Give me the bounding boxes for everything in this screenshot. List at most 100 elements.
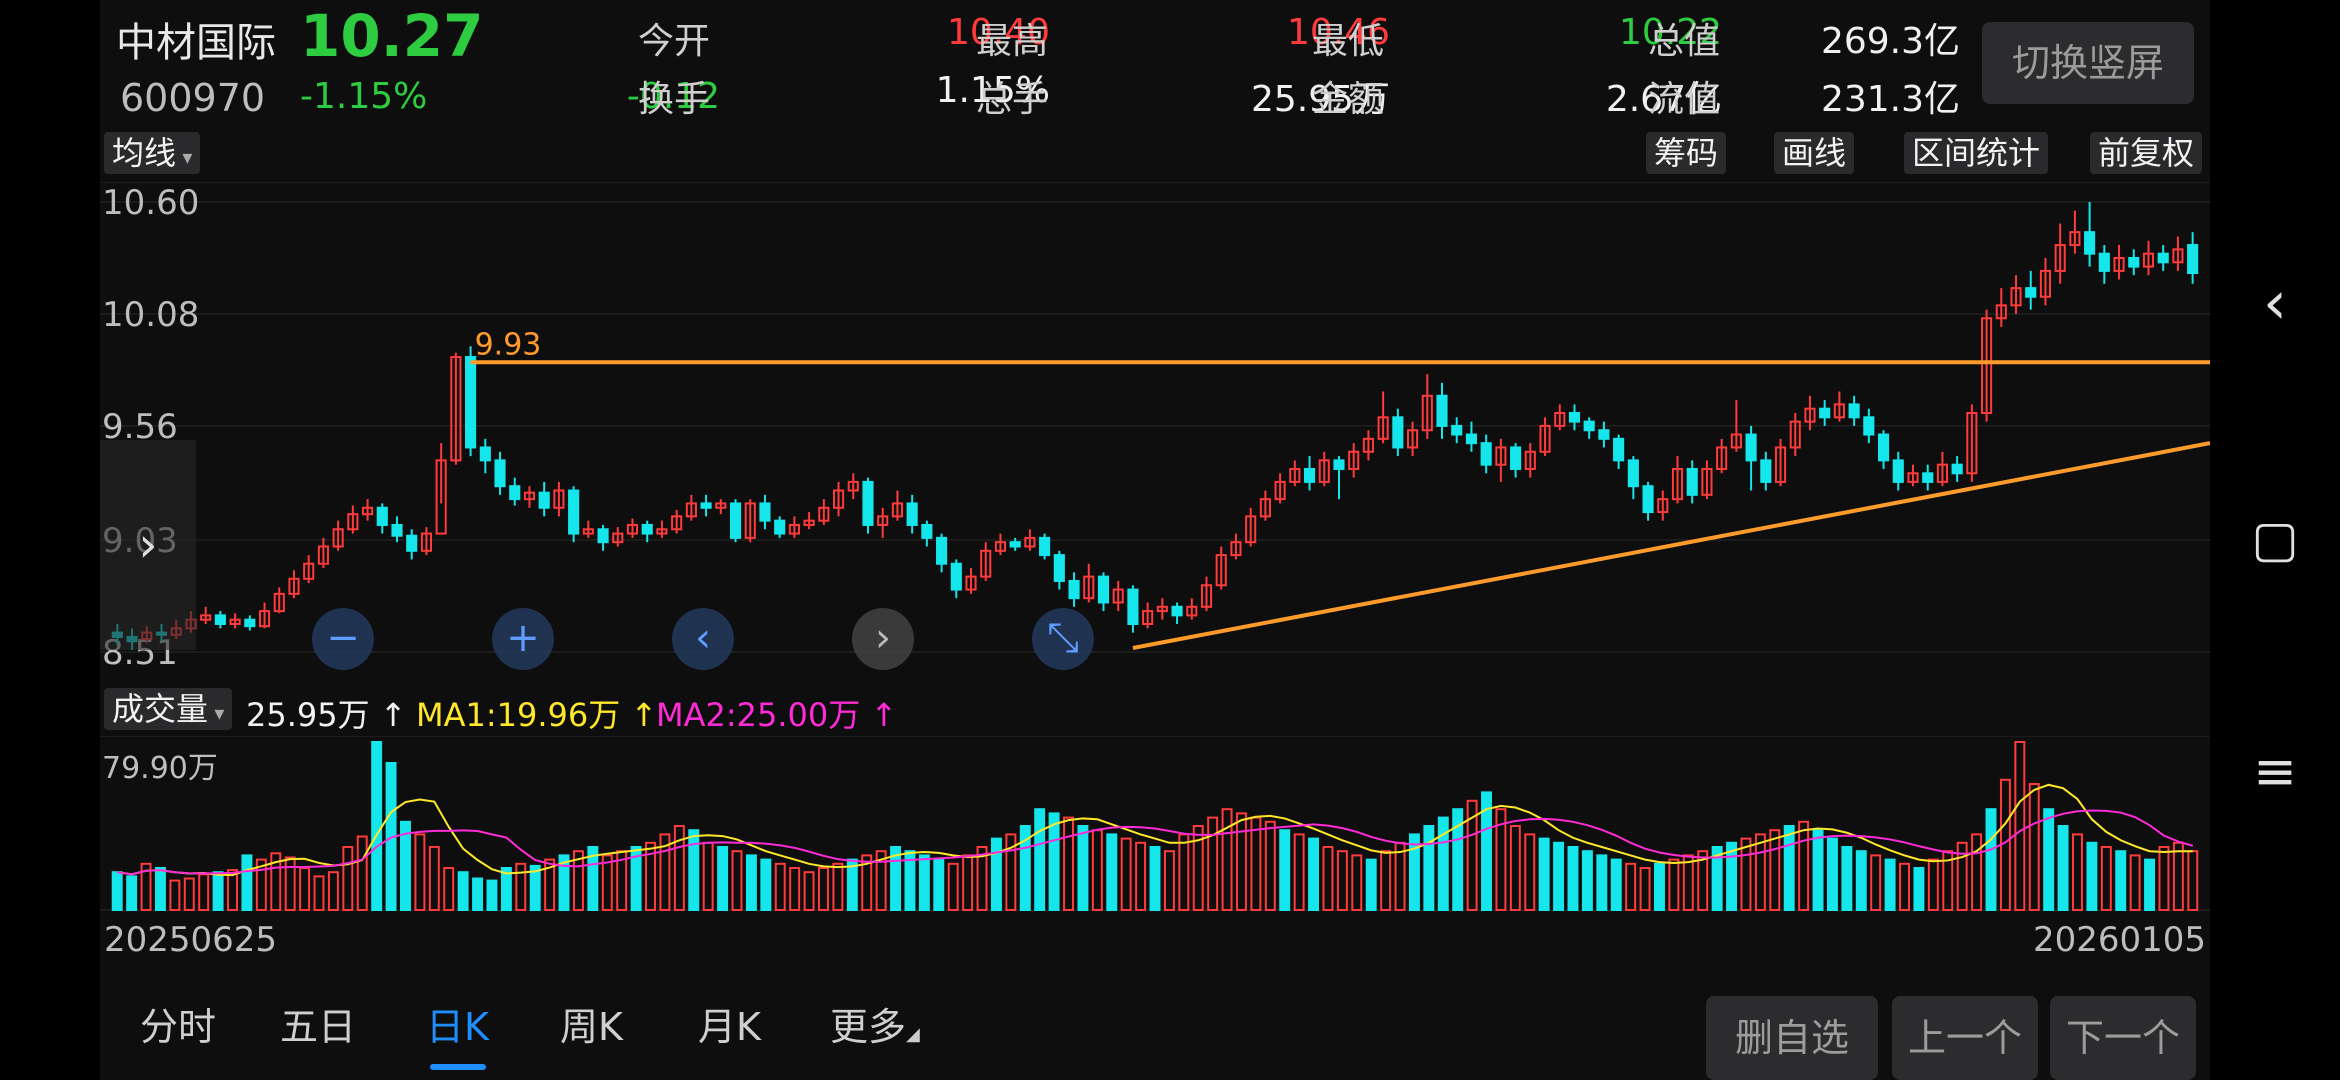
volume-bar [2057, 825, 2069, 911]
pan-right-button[interactable]: › [852, 608, 914, 670]
candle-body [1407, 429, 1419, 449]
candle-body [465, 356, 477, 449]
candle-body [1554, 412, 1566, 427]
candle-body [1510, 446, 1522, 470]
tab-intraday[interactable]: 分时 [140, 1005, 217, 1049]
volume-bar [731, 850, 743, 911]
candle-body [1083, 575, 1095, 600]
candle-body [1981, 317, 1993, 415]
volume-bar [904, 850, 916, 911]
volume-bar [1826, 837, 1838, 911]
candle-body [877, 515, 889, 526]
remove-watchlist-button[interactable]: 删自选 [1706, 996, 1878, 1080]
tab-more[interactable]: 更多◢ [830, 1005, 920, 1049]
candle-body [1274, 480, 1286, 501]
candle-body [288, 577, 300, 595]
volume-bar [544, 858, 556, 911]
expand-left-button[interactable]: › [100, 440, 196, 650]
candle-body [1863, 416, 1875, 436]
stat-label-low: 最低 [1312, 21, 1385, 62]
candle-body [965, 575, 977, 591]
volume-bar [1783, 825, 1795, 911]
volume-bar [1812, 829, 1824, 911]
volume-bar [457, 871, 469, 911]
volume-bar [1264, 820, 1276, 911]
volume-bar [1048, 812, 1060, 911]
volume-bar [1019, 825, 1031, 911]
candle-body [1730, 433, 1742, 449]
collapse-button[interactable]: ⤡ [1032, 608, 1094, 670]
candle-body [906, 502, 918, 526]
home-icon[interactable]: ▢ [2251, 510, 2299, 568]
dropdown-icon: ▾ [208, 701, 225, 725]
previous-stock-button[interactable]: 上一个 [1892, 996, 2038, 1080]
y-tick-label: 10.08 [102, 295, 199, 335]
candle-body [1421, 394, 1433, 432]
volume-selector[interactable]: 成交量 ▾ [104, 688, 233, 730]
volume-bar [1927, 858, 1939, 911]
volume-bar [2172, 841, 2184, 911]
recent-apps-icon[interactable]: ≡ [2253, 742, 2297, 802]
candle-body [818, 506, 830, 522]
range-stats-button[interactable]: 区间统计 [1904, 132, 2049, 174]
volume-bar [918, 854, 930, 911]
tab-weekly-k[interactable]: 周K [560, 1005, 623, 1049]
volume-bar [1855, 850, 1867, 911]
volume-chart[interactable]: 79.90万 [100, 736, 2210, 912]
volume-bar [976, 846, 988, 911]
tab-five-day[interactable]: 五日 [280, 1005, 357, 1049]
candle-body [2142, 252, 2155, 268]
candle-body [1848, 403, 1860, 419]
candle-body [1053, 554, 1065, 582]
volume-bar [1538, 837, 1550, 911]
adjust-button[interactable]: 前复权 [2090, 132, 2203, 174]
tab-monthly-k[interactable]: 月K [698, 1005, 761, 1049]
volume-bar [688, 829, 700, 911]
draw-line-button[interactable]: 画线 [1774, 132, 1855, 174]
volume-bar [2100, 846, 2112, 911]
candle-body [1436, 394, 1448, 427]
volume-bar [1754, 833, 1766, 911]
volume-bar [1509, 825, 1521, 911]
candle-body [921, 523, 933, 539]
zoom-out-button[interactable]: − [312, 608, 374, 670]
tab-daily-k[interactable]: 日K [426, 1005, 489, 1049]
volume-bar [702, 841, 714, 911]
next-stock-button[interactable]: 下一个 [2050, 996, 2196, 1080]
candle-body [1907, 472, 1919, 483]
candle-body [1760, 459, 1772, 483]
volume-bar [2028, 783, 2040, 911]
stock-app: 中材国际 10.27 600970 -1.15% -0.12 今开 10.40 … [100, 0, 2210, 1080]
back-icon[interactable]: ‹ [2263, 268, 2287, 338]
candle-body [2069, 231, 2081, 247]
volume-bar [1682, 854, 1694, 911]
pan-left-button[interactable]: ‹ [672, 608, 734, 670]
volume-bar [803, 871, 815, 911]
volume-bar [1322, 846, 1334, 911]
y-tick-label: 10.60 [102, 183, 199, 223]
candle-body [1966, 412, 1978, 475]
candle-body [1245, 515, 1257, 544]
stock-name: 中材国际 [116, 20, 276, 66]
candlestick-chart[interactable]: 10.6010.089.569.038.519.93 [100, 182, 2210, 682]
candle-body [1230, 541, 1242, 557]
candle-body [1097, 575, 1110, 604]
switch-portrait-button[interactable]: 切换竖屏 [1982, 22, 2194, 104]
candle-body [317, 545, 329, 565]
dropdown-icon: ▾ [176, 145, 193, 169]
volume-bar [255, 858, 267, 911]
chevron-right-icon: › [138, 517, 158, 573]
stat-value-high: 10.46 [1286, 12, 1390, 53]
candle-body [1995, 304, 2007, 320]
candle-body [435, 459, 447, 535]
ma-selector[interactable]: 均线 ▾ [104, 132, 201, 174]
candle-body [1716, 446, 1728, 470]
volume-bar [2014, 741, 2026, 911]
candle-body [1362, 437, 1374, 453]
candle-body [1789, 420, 1801, 449]
volume-bar [990, 837, 1002, 911]
candle-body [656, 528, 668, 535]
zoom-in-button[interactable]: + [492, 608, 554, 670]
candle-body [1495, 446, 1507, 466]
chips-button[interactable]: 筹码 [1646, 132, 1727, 174]
